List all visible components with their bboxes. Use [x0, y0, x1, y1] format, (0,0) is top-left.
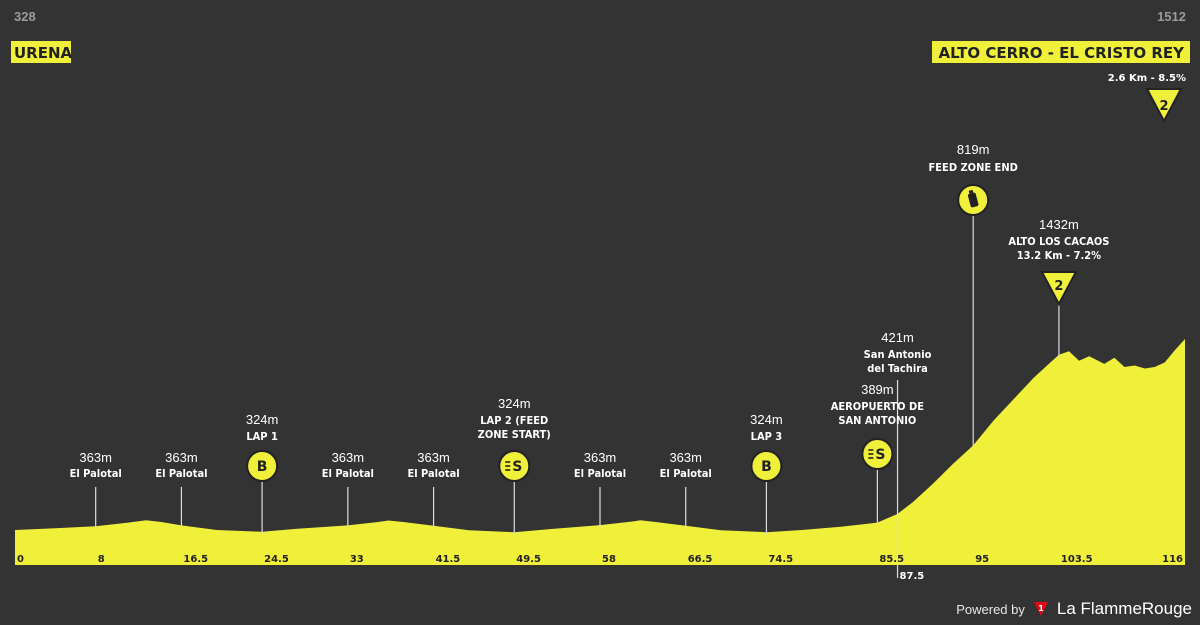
start-label: URENA	[11, 41, 73, 63]
waypoint: 324m LAP 3 B	[750, 412, 783, 482]
waypoint-altitude: 363m	[584, 450, 617, 465]
waypoint-altitude: 1432m	[1039, 217, 1079, 232]
bonus-icon	[750, 450, 783, 482]
km-tick-label: 74.5	[768, 554, 793, 565]
waypoint-name: LAP 3	[751, 430, 783, 443]
bonus-icon-letter: B	[761, 459, 772, 475]
waypoint: 363m El Palotal	[660, 450, 712, 480]
sprint-icon-letter: S	[875, 447, 885, 463]
waypoint-name: El Palotal	[407, 467, 459, 480]
waypoint-altitude: 421m	[881, 330, 914, 345]
waypoint-name: El Palotal	[70, 467, 122, 480]
bonus-icon	[246, 450, 279, 482]
finish-climb-info: 2.6 Km - 8.5%	[1108, 73, 1186, 84]
waypoint-name: SAN ANTONIO	[838, 414, 916, 427]
waypoint-altitude: 389m	[861, 382, 894, 397]
bonus-icon-letter: B	[257, 459, 268, 475]
waypoint: 363m El Palotal	[155, 450, 207, 480]
waypoint-name: El Palotal	[322, 467, 374, 480]
waypoint-name: del Tachira	[867, 362, 928, 375]
waypoint: 363m El Palotal	[322, 450, 374, 480]
waypoint-altitude: 363m	[669, 450, 702, 465]
waypoint-name: El Palotal	[155, 467, 207, 480]
waypoint-altitude: 819m	[957, 142, 990, 157]
km-tick-label: 24.5	[264, 554, 289, 565]
waypoint-altitude: 324m	[750, 412, 783, 427]
waypoint-name: ALTO LOS CACAOS	[1008, 235, 1109, 248]
km-tick-label: 85.5	[879, 554, 904, 565]
climb-category-number: 2	[1054, 279, 1063, 294]
sprint-icon	[498, 450, 531, 482]
finish-label: ALTO CERRO - EL CRISTO REY	[932, 41, 1190, 63]
waypoint: 363m El Palotal	[574, 450, 626, 480]
km-tick-label: 16.5	[183, 554, 208, 565]
footer-branding: Powered by 1 La FlammeRouge	[956, 599, 1192, 619]
climb-category-icon	[1040, 271, 1078, 307]
svg-text:2: 2	[1159, 99, 1168, 114]
finish-category-icon: 2	[1145, 88, 1183, 124]
km-tick-label: 66.5	[688, 554, 713, 565]
waypoint: 363m El Palotal	[407, 450, 459, 480]
waypoint-name: El Palotal	[574, 467, 626, 480]
waypoint-altitude: 324m	[246, 412, 279, 427]
waypoint-altitude: 324m	[498, 396, 531, 411]
waypoints: 363m El Palotal 363m El Palotal 324m LAP 1 B 36…	[70, 142, 1109, 482]
waypoint-altitude: 363m	[79, 450, 112, 465]
brand-name: La FlammeRouge	[1056, 599, 1192, 618]
waypoint: 819m FEED ZONE END	[929, 142, 1018, 216]
km-axis: 0 8 16.5 24.5 33 41.5 49.5 58 66.5 74.5 85.5 87.5 95…	[17, 554, 1183, 582]
start-name: URENA	[14, 44, 73, 62]
waypoint-name: LAP 2 (FEED	[480, 414, 548, 427]
sprint-icon	[861, 438, 894, 470]
waypoint-name: AEROPUERTO DE	[831, 400, 924, 413]
finish-elevation: 1512	[1157, 9, 1186, 24]
waypoint-name: FEED ZONE END	[929, 161, 1018, 174]
flamme-rouge-logo-icon: 1	[1033, 602, 1048, 616]
waypoint-name: El Palotal	[660, 467, 712, 480]
km-tick-label: 8	[98, 554, 105, 565]
km-tick-label: 58	[602, 554, 616, 565]
waypoint-name: 13.2 Km - 7.2%	[1017, 249, 1101, 262]
waypoint-altitude: 363m	[417, 450, 450, 465]
waypoint: 324m LAP 1 B	[246, 412, 279, 482]
km-tick-label: 87.5	[900, 571, 925, 582]
svg-text:1: 1	[1038, 604, 1044, 613]
km-tick-label: 95	[975, 554, 989, 565]
km-tick-label: 33	[350, 554, 364, 565]
km-tick-label: 116	[1162, 554, 1183, 565]
waypoint-lines	[95, 216, 1060, 578]
bottle-cap	[968, 189, 974, 194]
waypoint-altitude: 363m	[165, 450, 198, 465]
km-tick-label: 49.5	[516, 554, 541, 565]
km-tick-label: 103.5	[1061, 554, 1093, 565]
waypoint: 363m El Palotal	[70, 450, 122, 480]
waypoint-altitude: 363m	[332, 450, 365, 465]
waypoint-name: ZONE START)	[478, 428, 551, 441]
elevation-profile-area	[15, 339, 1185, 565]
km-tick-label: 41.5	[436, 554, 461, 565]
finish-name: ALTO CERRO - EL CRISTO REY	[938, 44, 1185, 62]
sprint-icon-letter: S	[512, 459, 522, 475]
start-elevation: 328	[14, 9, 36, 24]
waypoint-name: San Antonio	[864, 348, 932, 361]
bottle-shape	[967, 192, 979, 208]
powered-by-label: Powered by	[956, 601, 1025, 617]
km-tick-label: 0	[17, 554, 24, 565]
waypoint-name: LAP 1	[246, 430, 278, 443]
